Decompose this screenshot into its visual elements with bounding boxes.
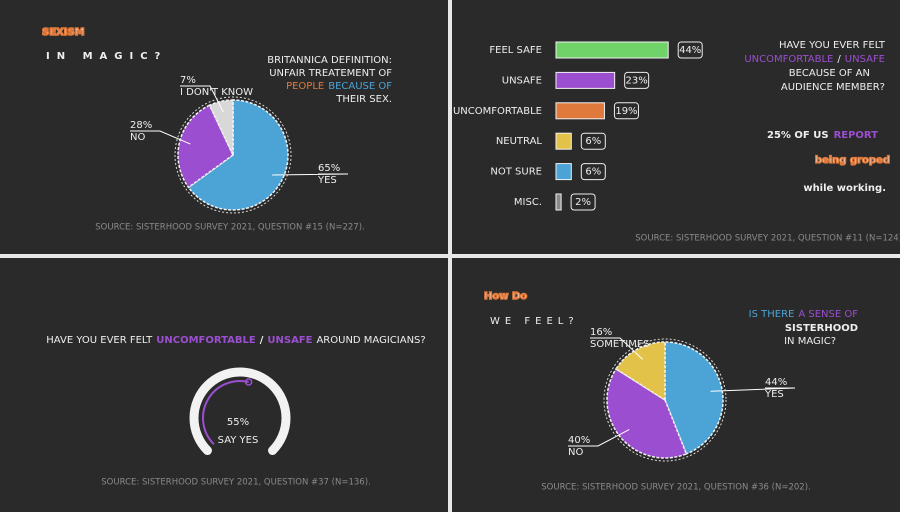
text-run: UNCOMFORTABLE <box>744 54 833 65</box>
slice-label: YES <box>764 389 784 400</box>
callout: being groped <box>815 155 890 166</box>
gauge-value <box>202 380 249 445</box>
bar-value: 19% <box>615 106 637 117</box>
slice-value: 65% <box>318 163 340 174</box>
pie-slice <box>208 99 234 156</box>
pie-slice <box>664 341 724 455</box>
text-run: UNSAFE <box>267 335 312 346</box>
slice-value: 28% <box>130 120 152 131</box>
slice-label: YES <box>317 175 337 186</box>
gauge-marker <box>244 378 253 386</box>
value-box <box>624 71 650 89</box>
text-run: UNCOMFORTABLE <box>156 335 256 346</box>
question: AUDIENCE MEMBER? <box>781 82 885 93</box>
leader-line <box>568 429 630 447</box>
pie-outline <box>603 338 727 462</box>
text-run: / <box>837 54 841 65</box>
bar-value: 23% <box>626 75 648 86</box>
gauge-track <box>189 367 291 456</box>
definition: THEIR SEX. <box>335 94 392 105</box>
text-run: IS THERE <box>749 309 795 320</box>
bar <box>555 132 572 150</box>
gauge-label: SAY YES <box>218 435 259 446</box>
pie-slice <box>187 99 289 211</box>
text-line: 25% OF US REPORT <box>767 130 878 141</box>
bar-label: FEEL SAFE <box>489 45 542 56</box>
value-box <box>580 163 606 181</box>
slice-label: SOMETIMES <box>590 339 650 350</box>
bar <box>555 102 605 120</box>
callout: while working. <box>803 183 886 194</box>
text-line: PEOPLE BECAUSE OF <box>286 81 392 92</box>
bar-label: UNSAFE <box>502 75 542 86</box>
value-box <box>613 102 639 120</box>
text-line: HAVE YOU EVER FELT UNCOMFORTABLE / UNSAFE AR… <box>46 335 425 346</box>
text-run: A SENSE OF <box>798 309 858 320</box>
bar-value: 44% <box>679 45 701 56</box>
question: SISTERHOOD <box>785 323 858 334</box>
subtitle: IN MAGIC? <box>46 51 167 62</box>
text-run: PEOPLE <box>286 81 324 92</box>
question: BECAUSE OF AN <box>789 68 870 79</box>
slice-value: 40% <box>568 435 590 446</box>
title: SEXISM <box>42 27 85 38</box>
pie-slice <box>614 341 666 402</box>
value-box <box>580 132 606 150</box>
bar <box>555 41 669 59</box>
source: SOURCE: SISTERHOOD SURVEY 2021, QUESTION… <box>95 223 364 233</box>
slice-value: 7% <box>180 75 196 86</box>
slice-label: NO <box>568 447 583 458</box>
source: SOURCE: SISTERHOOD SURVEY 2021, QUESTION… <box>635 234 900 244</box>
title: How Do <box>484 291 527 302</box>
bar-label: NOT SURE <box>490 167 542 178</box>
definition: UNFAIR TREATEMENT OF <box>269 68 392 79</box>
bar-value: 2% <box>575 197 591 208</box>
text-run: REPORT <box>834 130 879 141</box>
pie-slice <box>177 104 234 189</box>
text-run: 25% OF US <box>767 130 829 141</box>
bar <box>555 163 572 181</box>
bar-label: UNCOMFORTABLE <box>453 106 542 117</box>
slice-label: I DON'T KNOW <box>180 87 253 98</box>
leader-line <box>710 387 796 392</box>
bar-label: MISC. <box>514 197 542 208</box>
leader-line <box>272 173 349 176</box>
bar-value: 6% <box>585 136 601 147</box>
subtitle: WE FEEL? <box>490 316 579 327</box>
text-run: UNSAFE <box>845 54 885 65</box>
leader-line <box>590 337 643 360</box>
question: HAVE YOU EVER FELT <box>779 40 886 51</box>
text-line: UNCOMFORTABLE / UNSAFE <box>744 54 885 65</box>
gauge-value-label: 55% <box>227 417 249 428</box>
leader-line <box>180 85 224 113</box>
pie-slice <box>606 367 688 459</box>
question: IN MAGIC? <box>784 336 836 347</box>
text-line: IS THERE A SENSE OF <box>749 309 859 320</box>
bar <box>555 193 562 211</box>
text-run: BECAUSE OF <box>328 81 392 92</box>
source: SOURCE: SISTERHOOD SURVEY 2021, QUESTION… <box>541 483 810 493</box>
text-run: HAVE YOU EVER FELT <box>46 335 153 346</box>
value-box <box>677 41 703 59</box>
bar-value: 6% <box>585 167 601 178</box>
definition: BRITANNICA DEFINITION: <box>267 55 392 66</box>
pie-outline <box>174 96 292 214</box>
bar-label: NEUTRAL <box>496 136 543 147</box>
text-run: AROUND MAGICIANS? <box>316 335 425 346</box>
source: SOURCE: SISTERHOOD SURVEY 2021, QUESTION… <box>101 478 370 488</box>
slice-value: 16% <box>590 327 612 338</box>
slice-label: NO <box>130 132 145 143</box>
slice-value: 44% <box>765 377 787 388</box>
bar <box>555 71 616 89</box>
text-run: / <box>260 335 264 346</box>
value-box <box>570 193 596 211</box>
panel <box>452 0 900 254</box>
leader-line <box>130 130 191 145</box>
